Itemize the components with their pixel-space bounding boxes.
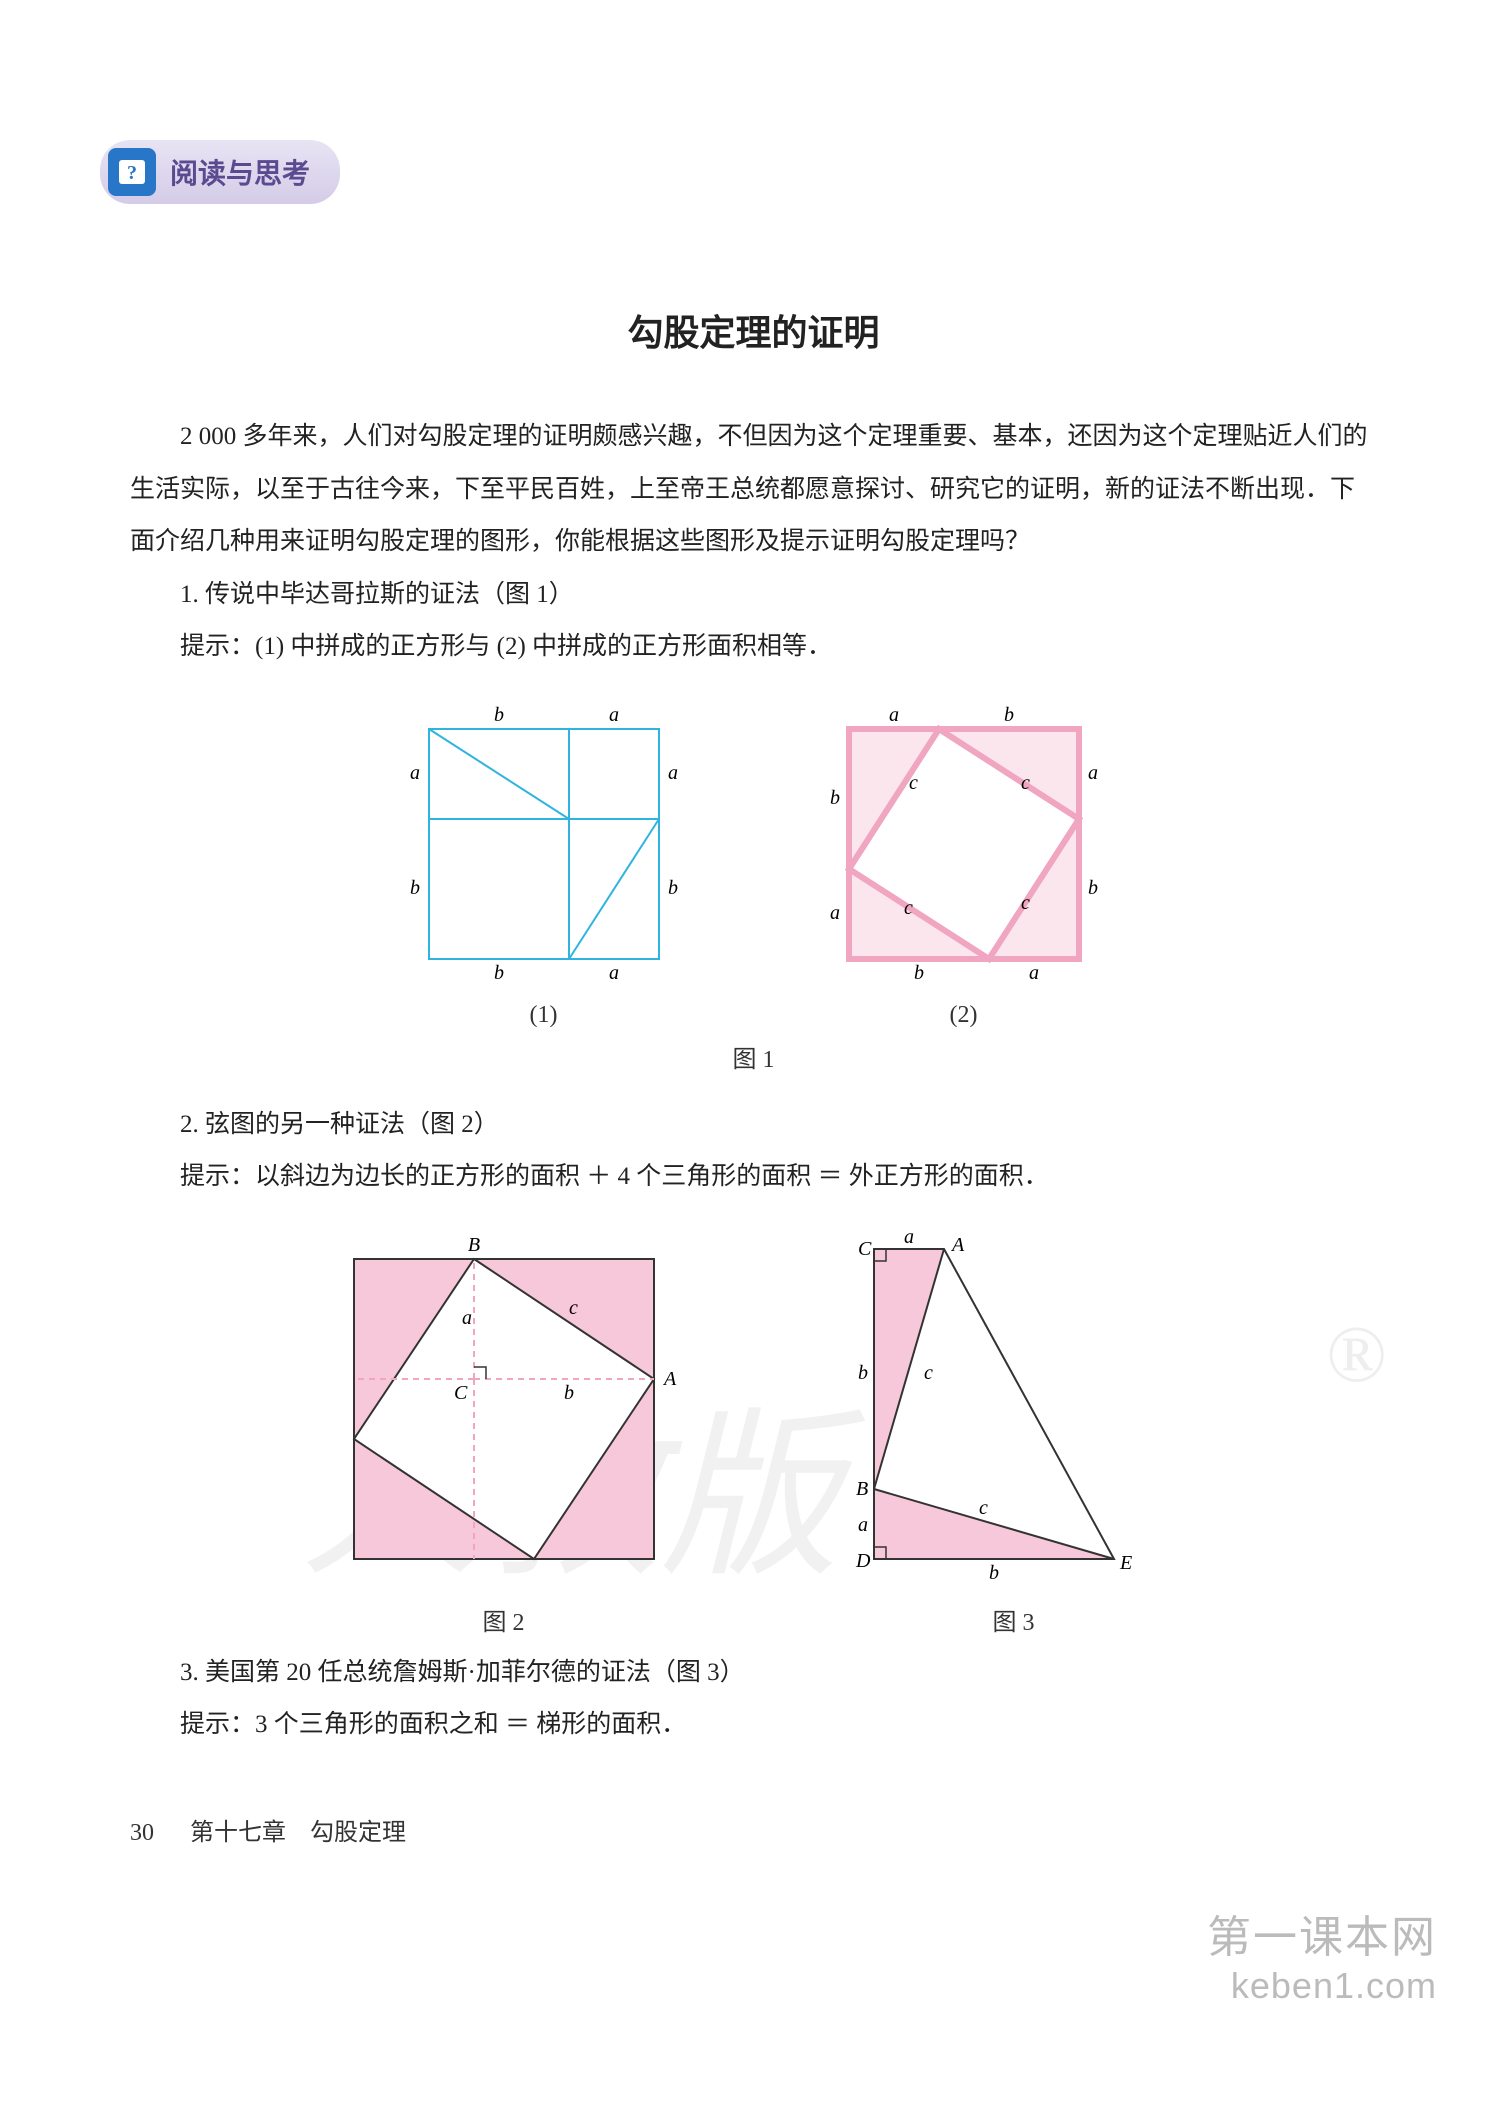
svg-text:D: D bbox=[855, 1550, 871, 1572]
item2-title: 2. 弦图的另一种证法（图 2） bbox=[130, 1099, 1377, 1152]
body-text-3: 3. 美国第 20 任总统詹姆斯·加菲尔德的证法（图 3） 提示：3 个三角形的… bbox=[130, 1647, 1377, 1752]
section-badge: ? 阅读与思考 bbox=[100, 140, 340, 204]
svg-text:E: E bbox=[1119, 1552, 1132, 1574]
item3-title: 3. 美国第 20 任总统詹姆斯·加菲尔德的证法（图 3） bbox=[130, 1647, 1377, 1700]
watermark-line1: 第一课本网 bbox=[1207, 1901, 1437, 1965]
svg-text:a: a bbox=[462, 1307, 472, 1329]
figure-2-3-row: B A C a b c 图 2 bbox=[130, 1229, 1377, 1637]
body-text: 2 000 多年来，人们对勾股定理的证明颇感兴趣，不但因为这个定理重要、基本，还… bbox=[130, 411, 1377, 674]
svg-text:c: c bbox=[979, 1497, 988, 1519]
svg-text:c: c bbox=[1021, 892, 1030, 914]
svg-text:a: a bbox=[830, 902, 840, 924]
svg-text:a: a bbox=[1088, 762, 1098, 784]
svg-text:b: b bbox=[410, 877, 420, 899]
svg-text:b: b bbox=[914, 962, 924, 984]
fig1-sub1-label: (1) bbox=[399, 1002, 689, 1029]
svg-text:b: b bbox=[858, 1362, 868, 1384]
svg-text:c: c bbox=[909, 772, 918, 794]
page-title: 勾股定理的证明 bbox=[130, 304, 1377, 356]
fig2-svg: B A C a b c bbox=[324, 1229, 684, 1589]
item1-title: 1. 传说中毕达哥拉斯的证法（图 1） bbox=[130, 569, 1377, 622]
svg-text:b: b bbox=[494, 962, 504, 984]
svg-text:A: A bbox=[662, 1368, 677, 1390]
fig1-sub2-label: (2) bbox=[819, 1002, 1109, 1029]
figure-3: C A B D E a b a b c c 图 3 bbox=[844, 1229, 1184, 1637]
watermark-line2: keben1.com bbox=[1207, 1965, 1437, 2007]
svg-text:b: b bbox=[668, 877, 678, 899]
svg-text:c: c bbox=[1021, 772, 1030, 794]
body-text-2: 2. 弦图的另一种证法（图 2） 提示：以斜边为边长的正方形的面积 ＋ 4 个三… bbox=[130, 1099, 1377, 1204]
question-icon: ? bbox=[108, 148, 156, 196]
svg-text:b: b bbox=[830, 787, 840, 809]
svg-text:C: C bbox=[858, 1238, 872, 1260]
svg-text:c: c bbox=[924, 1362, 933, 1384]
svg-text:?: ? bbox=[127, 162, 137, 184]
svg-text:b: b bbox=[989, 1562, 999, 1584]
intro-paragraph: 2 000 多年来，人们对勾股定理的证明颇感兴趣，不但因为这个定理重要、基本，还… bbox=[130, 411, 1377, 569]
svg-text:b: b bbox=[1004, 704, 1014, 726]
svg-text:a: a bbox=[609, 962, 619, 984]
svg-text:a: a bbox=[889, 704, 899, 726]
fig2-label: 图 2 bbox=[324, 1602, 684, 1637]
svg-text:a: a bbox=[668, 762, 678, 784]
svg-text:a: a bbox=[904, 1229, 914, 1248]
fig3-svg: C A B D E a b a b c c bbox=[844, 1229, 1184, 1589]
chapter-label: 第十七章 勾股定理 bbox=[190, 1820, 406, 1846]
page-number: 30 bbox=[130, 1820, 154, 1846]
figure-1-row: b a a b a b b a (1) bbox=[130, 699, 1377, 1029]
item1-hint: 提示：(1) 中拼成的正方形与 (2) 中拼成的正方形面积相等． bbox=[130, 621, 1377, 674]
fig1-main-label: 图 1 bbox=[130, 1039, 1377, 1074]
svg-text:c: c bbox=[569, 1297, 578, 1319]
svg-text:a: a bbox=[609, 704, 619, 726]
page-footer: 30 第十七章 勾股定理 bbox=[130, 1812, 406, 1847]
svg-text:a: a bbox=[858, 1514, 868, 1536]
site-watermark: 第一课本网 keben1.com bbox=[1207, 1901, 1437, 2007]
section-badge-label: 阅读与思考 bbox=[170, 152, 310, 192]
svg-text:c: c bbox=[904, 897, 913, 919]
svg-text:a: a bbox=[410, 762, 420, 784]
fig1-sub2-svg: a b b a a b b a c c c c bbox=[819, 699, 1109, 989]
fig3-label: 图 3 bbox=[844, 1602, 1184, 1637]
svg-text:B: B bbox=[856, 1478, 868, 1500]
figure-1-sub2: a b b a a b b a c c c c (2) bbox=[819, 699, 1109, 1029]
svg-text:b: b bbox=[494, 704, 504, 726]
svg-text:B: B bbox=[467, 1234, 479, 1256]
svg-text:b: b bbox=[564, 1382, 574, 1404]
svg-text:b: b bbox=[1088, 877, 1098, 899]
svg-text:C: C bbox=[454, 1382, 468, 1404]
item2-hint: 提示：以斜边为边长的正方形的面积 ＋ 4 个三角形的面积 ＝ 外正方形的面积． bbox=[130, 1151, 1377, 1204]
item3-hint: 提示：3 个三角形的面积之和 ＝ 梯形的面积． bbox=[130, 1699, 1377, 1752]
figure-2: B A C a b c 图 2 bbox=[324, 1229, 684, 1637]
svg-text:a: a bbox=[1029, 962, 1039, 984]
fig1-sub1-svg: b a a b a b b a bbox=[399, 699, 689, 989]
svg-text:A: A bbox=[950, 1234, 965, 1256]
figure-1-sub1: b a a b a b b a (1) bbox=[399, 699, 689, 1029]
